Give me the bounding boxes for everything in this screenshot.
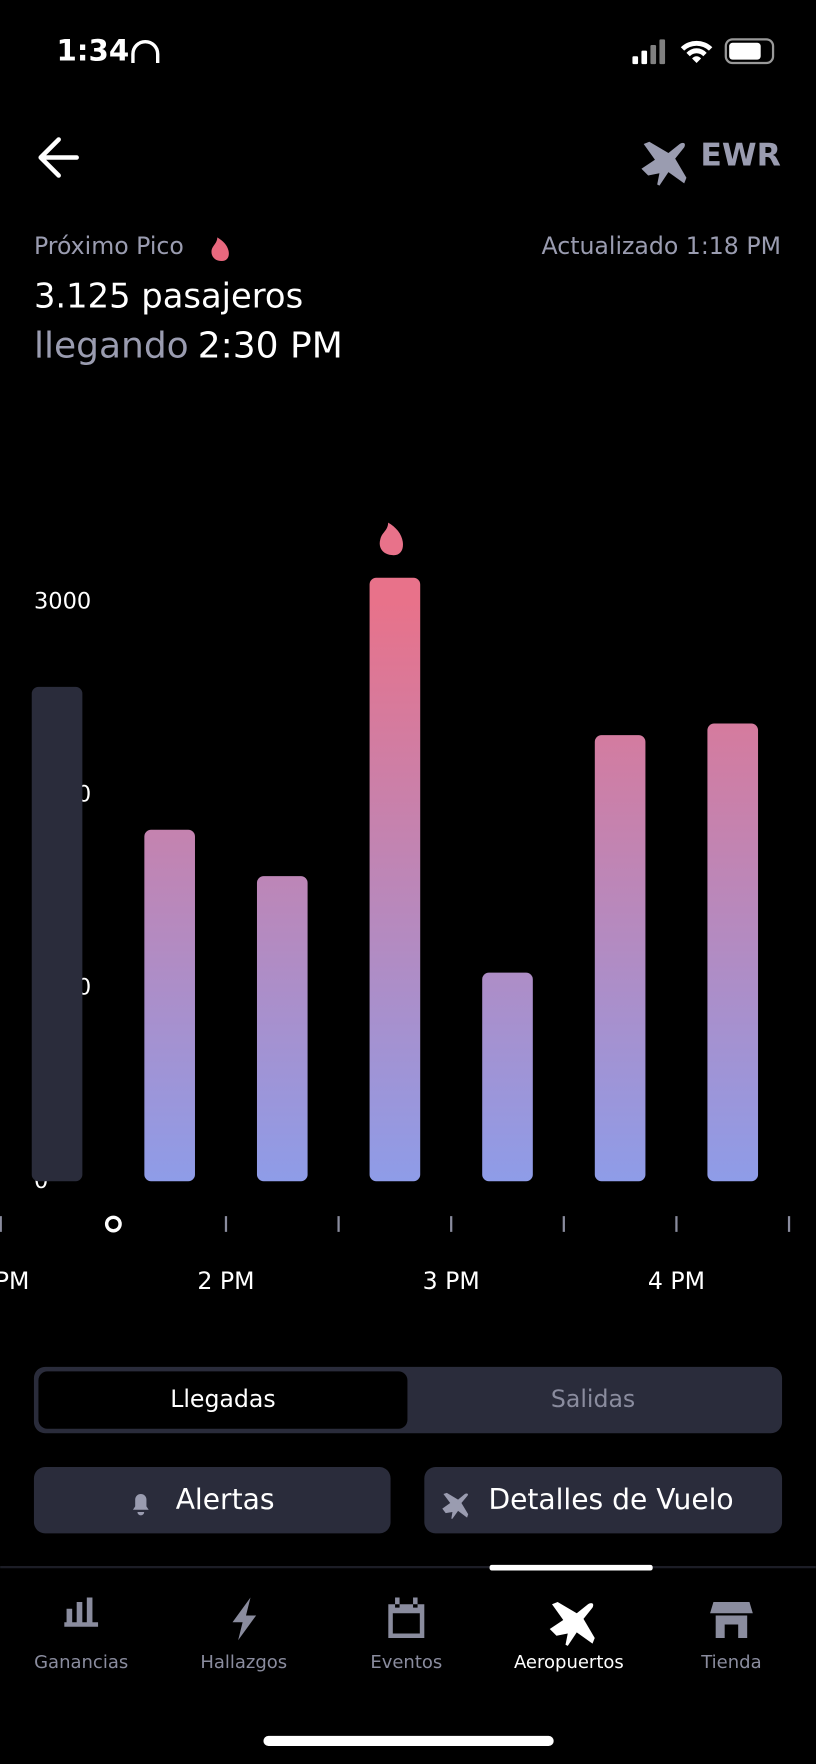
chart: 01000200030001 PM2 PM3 PM4 PM (0, 522, 791, 1295)
nav-icon (549, 1602, 595, 1646)
arrival-line: llegando 2:30 PM (34, 326, 343, 367)
bar (369, 577, 421, 1182)
bar (256, 876, 308, 1182)
toggle-active (38, 1371, 408, 1429)
arriving-time: 2:30 PM (198, 326, 343, 367)
battery-level (729, 42, 761, 60)
nav-label[interactable]: Tienda (700, 1652, 761, 1673)
y-tick-label: 3000 (34, 588, 91, 614)
toggle-option[interactable]: Llegadas (170, 1385, 275, 1413)
current-time-marker (104, 1215, 122, 1233)
signal-icon (632, 39, 666, 65)
battery-icon (724, 38, 775, 65)
clock: 1:34 (56, 33, 129, 67)
flame-icon (211, 237, 229, 261)
plane-icon (442, 1492, 469, 1519)
peak-label: Próximo Pico (34, 232, 184, 260)
x-tick-label: 3 PM (423, 1267, 480, 1295)
home-indicator (263, 1735, 554, 1746)
nav-indicator (489, 1564, 653, 1571)
back-button[interactable] (38, 137, 79, 178)
flight-details-button[interactable] (424, 1467, 783, 1534)
nav-label[interactable]: Eventos (370, 1652, 442, 1673)
nav-label[interactable]: Ganancias (34, 1652, 128, 1673)
bar (31, 686, 83, 1182)
nav-bar: Ganancias Hallazgos Eventos Aeropuertos Tien… (34, 1597, 762, 1673)
headphones-icon (131, 39, 160, 63)
bar (707, 723, 759, 1182)
passengers: 3.125 pasajeros (34, 277, 303, 316)
x-tick-label: 2 PM (197, 1267, 254, 1295)
airport-code[interactable]: EWR (700, 137, 781, 173)
button-label: Alertas (176, 1483, 275, 1516)
nav-icon (710, 1602, 753, 1638)
nav-label[interactable]: Hallazgos (200, 1652, 287, 1673)
wifi-icon (680, 40, 713, 63)
x-tick-label: 4 PM (648, 1267, 705, 1295)
bar (594, 735, 646, 1182)
bar (144, 829, 195, 1182)
plane-icon (641, 141, 687, 186)
button-label: Detalles de Vuelo (488, 1483, 733, 1516)
arriving-label: llegando (34, 326, 189, 367)
bar (482, 972, 533, 1182)
alerts-button[interactable] (33, 1467, 391, 1534)
x-tick-label: 1 PM (0, 1267, 29, 1295)
bell-icon (132, 1494, 149, 1516)
nav-icon (64, 1597, 99, 1627)
peak-flame (379, 522, 403, 556)
nav-label[interactable]: Aeropuertos (514, 1652, 624, 1673)
nav-icon (232, 1597, 257, 1641)
nav-icon (388, 1597, 425, 1638)
updated-time: Actualizado 1:18 PM (541, 232, 780, 260)
toggle-option[interactable]: Salidas (551, 1385, 635, 1413)
